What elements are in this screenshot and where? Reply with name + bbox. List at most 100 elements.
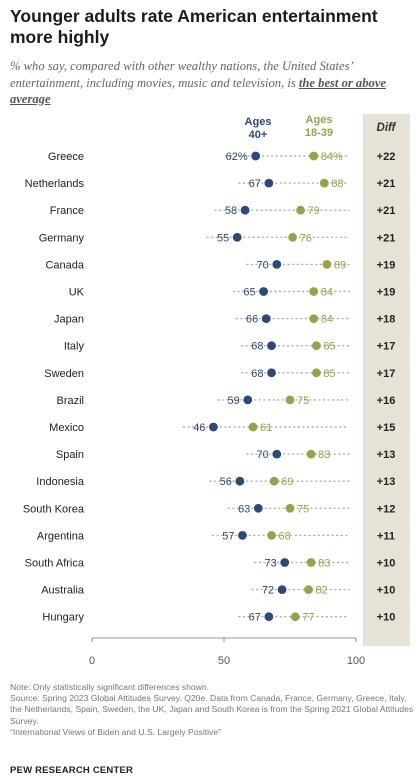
value-label-ages-40-plus: 58	[225, 205, 237, 217]
dot-ages-40-plus	[209, 422, 218, 432]
value-label-ages-18-39: 84	[321, 287, 333, 299]
dot-ages-40-plus	[267, 341, 276, 351]
value-label-ages-18-39: 61	[260, 422, 272, 434]
value-label-ages-18-39: 79	[308, 205, 320, 217]
diff-value: +13	[377, 476, 396, 488]
value-label-ages-40-plus: 55	[217, 232, 229, 244]
dot-ages-18-39	[322, 260, 332, 269]
value-label-ages-40-plus: 70	[257, 259, 269, 271]
dot-ages-18-39	[248, 422, 258, 432]
dot-ages-40-plus	[240, 205, 250, 215]
country-label: Sweden	[44, 368, 84, 380]
country-label: Germany	[39, 232, 85, 244]
diff-value: +10	[377, 612, 396, 624]
source-text: Source: Spring 2023 Global Attitudes Sur…	[10, 693, 414, 726]
dot-ages-40-plus	[272, 449, 282, 459]
x-axis-tick-label: 0	[89, 655, 95, 667]
value-label-ages-40-plus: 68	[251, 368, 263, 380]
diff-value: +21	[377, 205, 396, 217]
legend-ages-40-plus: Ages 40+	[245, 116, 272, 141]
country-label: Japan	[54, 314, 84, 326]
value-label-ages-40-plus: 67	[249, 612, 261, 624]
diff-value: +10	[377, 585, 396, 597]
dot-ages-40-plus	[243, 395, 253, 405]
country-label: UK	[69, 287, 85, 299]
country-label: Indonesia	[36, 476, 85, 488]
legend-ages-18-39: Ages 18-39	[305, 114, 333, 139]
country-label: Mexico	[49, 422, 84, 434]
diff-value: +17	[377, 341, 396, 353]
value-label-ages-40-plus: 63	[238, 503, 250, 515]
dot-ages-18-39	[309, 314, 319, 323]
value-label-ages-18-39: 69	[281, 476, 293, 488]
dot-ages-40-plus	[272, 260, 282, 269]
diff-value: +19	[377, 287, 396, 299]
dot-ages-40-plus	[267, 368, 276, 378]
dot-ages-18-39	[267, 531, 276, 540]
diff-value: +22	[377, 151, 396, 163]
value-label-ages-18-39: 89	[334, 259, 346, 271]
value-label-ages-18-39: 84	[321, 314, 333, 326]
dot-ages-18-39	[309, 151, 319, 161]
dot-ages-18-39	[285, 503, 295, 513]
value-label-ages-40-plus: 72	[262, 585, 274, 597]
value-label-ages-40-plus: 56	[220, 476, 232, 488]
value-label-ages-40-plus: 62%	[226, 151, 248, 163]
value-label-ages-40-plus: 46	[193, 422, 205, 434]
diff-value: +18	[377, 314, 396, 326]
chart-notes: Note: Only statistically significant dif…	[10, 682, 415, 738]
dot-ages-18-39	[304, 585, 313, 594]
dot-ages-18-39	[309, 287, 319, 296]
dot-ages-18-39	[312, 341, 321, 351]
dot-plot-chart: Ages 40+ Ages 18-39 Diff Greece 62% 84% +22 Nethe…	[23, 114, 397, 667]
value-label-ages-18-39: 82	[315, 585, 327, 597]
value-label-ages-40-plus: 67	[249, 178, 261, 190]
value-label-ages-40-plus: 73	[264, 558, 276, 570]
diff-value: +15	[377, 422, 396, 434]
value-label-ages-18-39: 85	[323, 341, 335, 353]
country-label: South Korea	[23, 503, 85, 515]
diff-value: +10	[377, 558, 396, 570]
value-label-ages-18-39: 77	[302, 612, 314, 624]
dot-ages-40-plus	[232, 232, 242, 242]
value-label-ages-40-plus: 68	[251, 341, 263, 353]
dot-ages-18-39	[269, 476, 279, 486]
diff-value: +21	[377, 178, 396, 190]
value-label-ages-18-39: 84%	[321, 151, 343, 163]
diff-value: +11	[377, 530, 395, 542]
diff-value: +13	[377, 449, 396, 461]
diff-value: +17	[377, 368, 396, 380]
country-label: Australia	[41, 585, 85, 597]
value-label-ages-40-plus: 70	[257, 449, 269, 461]
dot-ages-40-plus	[280, 558, 290, 567]
diff-header: Diff	[377, 122, 397, 134]
subtitle-text: % who say, compared with other wealthy n…	[10, 59, 353, 90]
dot-ages-18-39	[288, 232, 298, 242]
diff-value: +19	[377, 259, 396, 271]
chart-subtitle: % who say, compared with other wealthy n…	[10, 58, 410, 108]
diff-value: +12	[377, 503, 396, 515]
value-label-ages-40-plus: 59	[228, 395, 240, 407]
dot-ages-40-plus	[253, 503, 263, 513]
value-label-ages-40-plus: 65	[243, 287, 255, 299]
subtitle-emphasis: the best or above average	[10, 75, 386, 107]
country-label: Argentina	[37, 530, 85, 542]
dot-ages-40-plus	[261, 314, 271, 323]
dot-ages-18-39	[312, 368, 321, 378]
value-label-ages-18-39: 88	[331, 178, 343, 190]
value-label-ages-18-39: 76	[300, 232, 312, 244]
country-label: South Africa	[25, 558, 85, 570]
dot-ages-18-39	[285, 395, 295, 405]
dot-ages-40-plus	[235, 476, 245, 486]
value-label-ages-40-plus: 57	[222, 530, 234, 542]
dot-ages-18-39	[290, 612, 300, 622]
dot-ages-18-39	[306, 558, 316, 567]
country-label: Hungary	[42, 612, 84, 624]
dot-ages-40-plus	[251, 151, 261, 161]
value-label-ages-18-39: 68	[279, 530, 291, 542]
country-label: Greece	[48, 151, 84, 163]
value-label-ages-18-39: 83	[318, 449, 330, 461]
x-axis-tick-label: 50	[218, 655, 230, 667]
diff-value: +21	[377, 232, 396, 244]
x-axis-tick-label: 100	[347, 655, 365, 667]
